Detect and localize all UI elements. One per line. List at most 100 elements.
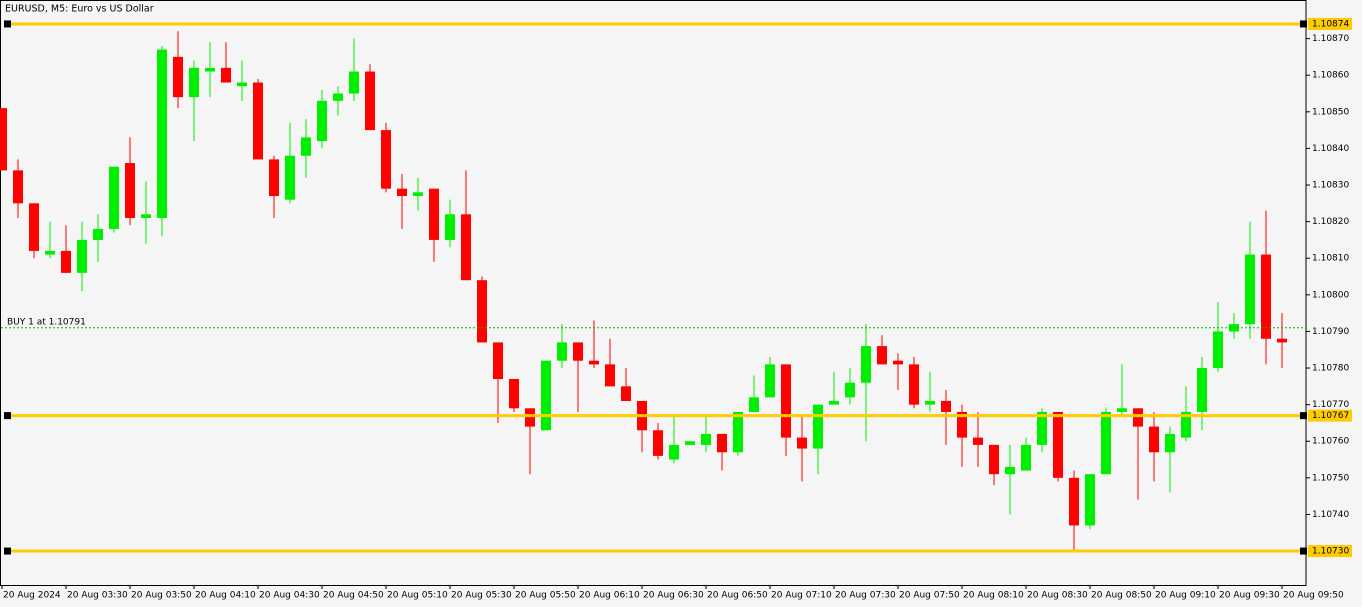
x-tick-label: 20 Aug 03:30 [67, 591, 128, 601]
y-tick-label: 1.10800 [1312, 290, 1349, 300]
candle-body [493, 342, 503, 380]
candle-body [349, 71, 359, 94]
candle-body [189, 67, 199, 98]
candle-body [797, 437, 807, 449]
candle-body [1037, 411, 1047, 445]
y-tick-label: 1.10780 [1312, 364, 1349, 374]
candle-body [829, 400, 839, 405]
level-handle [1300, 20, 1307, 28]
x-tick-label: 20 Aug 08:10 [963, 591, 1024, 601]
candle-body [925, 400, 935, 405]
level-handle [1300, 412, 1307, 420]
candle-body [573, 342, 583, 361]
y-tick-label: 1.10810 [1312, 254, 1349, 264]
candle-body [413, 192, 423, 196]
candle-body [733, 411, 743, 453]
candle-body [125, 163, 135, 218]
candle-body [1005, 466, 1015, 475]
x-tick-label: 20 Aug 07:50 [899, 591, 960, 601]
candle-body [781, 364, 791, 438]
x-tick-label: 20 Aug 03:50 [131, 591, 192, 601]
candle-body [861, 346, 871, 383]
candle-body [621, 386, 631, 401]
y-tick-label: 1.10760 [1312, 437, 1349, 447]
level-handle [4, 547, 11, 555]
candle-body [301, 137, 311, 156]
candle-body [525, 408, 535, 427]
level-tag-label: 1.10730 [1312, 547, 1349, 557]
candle-body [29, 203, 39, 251]
y-tick-label: 1.10740 [1312, 510, 1349, 520]
candle-body [1053, 411, 1063, 478]
candle-body [1101, 411, 1111, 475]
y-tick-label: 1.10850 [1312, 107, 1349, 117]
candle-body [173, 56, 183, 98]
candle-body [61, 250, 71, 273]
x-tick-label: 20 Aug 08:30 [1027, 591, 1088, 601]
candle-body [1085, 474, 1095, 526]
candle-body [1069, 477, 1079, 526]
level-tag-label: 1.10767 [1312, 411, 1349, 421]
y-tick-label: 1.10860 [1312, 71, 1349, 81]
x-tick-label: 20 Aug 04:30 [259, 591, 320, 601]
candle-body [285, 155, 295, 200]
candle-body [45, 250, 55, 255]
candle-body [13, 170, 23, 204]
candle-body [0, 108, 7, 171]
y-tick-label: 1.10790 [1312, 327, 1349, 337]
candle-body [765, 364, 775, 398]
candle-body [845, 382, 855, 398]
y-tick-label: 1.10870 [1312, 34, 1349, 44]
x-tick-label: 20 Aug 2024 [3, 591, 61, 601]
candle-body [813, 404, 823, 449]
candle-body [237, 82, 247, 87]
candle-body [205, 67, 215, 72]
candle-body [1261, 254, 1271, 339]
x-tick-label: 20 Aug 08:50 [1091, 591, 1152, 601]
candle-body [653, 430, 663, 456]
x-tick-label: 20 Aug 07:30 [835, 591, 896, 601]
x-tick-label: 20 Aug 06:30 [643, 591, 704, 601]
candle-body [909, 364, 919, 405]
x-tick-label: 20 Aug 05:50 [515, 591, 576, 601]
candle-body [1165, 433, 1175, 453]
candle-body [669, 444, 679, 460]
level-tag [1308, 17, 1352, 30]
candle-body [717, 433, 727, 453]
level-tag [1308, 545, 1352, 558]
candle-body [253, 82, 263, 160]
x-tick-label: 20 Aug 09:50 [1283, 591, 1344, 601]
candle-body [941, 400, 951, 412]
candle-body [509, 379, 519, 409]
level-handle [1300, 547, 1307, 555]
y-tick-label: 1.10840 [1312, 144, 1349, 154]
candle-body [1213, 331, 1223, 369]
candle-body [157, 49, 167, 218]
candle-body [1197, 368, 1207, 412]
candle-body [989, 444, 999, 475]
candle-body [381, 130, 391, 189]
x-tick-label: 20 Aug 05:30 [451, 591, 512, 601]
candle-body [893, 360, 903, 365]
candle-body [1117, 408, 1127, 412]
level-handle [4, 20, 11, 28]
candle-body [589, 360, 599, 365]
x-tick-label: 20 Aug 09:30 [1219, 591, 1280, 601]
x-tick-label: 20 Aug 05:10 [387, 591, 448, 601]
level-tag-label: 1.10874 [1312, 19, 1349, 29]
x-tick-label: 20 Aug 04:50 [323, 591, 384, 601]
candle-body [1245, 254, 1255, 325]
x-tick-label: 20 Aug 04:10 [195, 591, 256, 601]
x-tick-label: 20 Aug 07:10 [771, 591, 832, 601]
level-tag [1308, 409, 1352, 422]
buy-label: BUY 1 at 1.10791 [7, 317, 86, 327]
candle-body [141, 214, 151, 218]
candle-body [109, 166, 119, 229]
candle-body [557, 342, 567, 361]
candle-body [541, 360, 551, 431]
candle-body [397, 188, 407, 196]
candle-body [957, 411, 967, 438]
candle-body [1181, 411, 1191, 438]
